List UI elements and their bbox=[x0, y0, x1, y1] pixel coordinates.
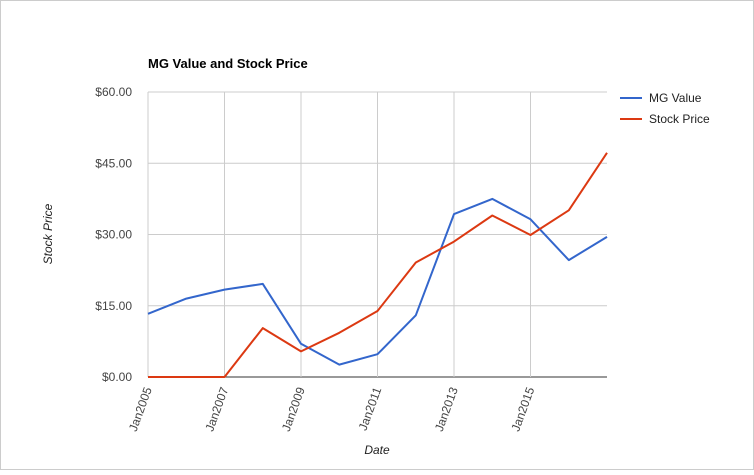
y-tick-label: $60.00 bbox=[95, 85, 132, 99]
chart-title: MG Value and Stock Price bbox=[148, 56, 308, 71]
legend-label-stock-price: Stock Price bbox=[649, 112, 710, 126]
y-axis-ticks: $0.00 $15.00 $30.00 $45.00 $60.00 bbox=[95, 85, 132, 384]
legend: MG Value Stock Price bbox=[620, 91, 710, 126]
series-lines bbox=[147, 152, 608, 378]
y-tick-label: $15.00 bbox=[95, 299, 132, 313]
series-line-mg-value bbox=[147, 197, 608, 366]
y-axis-label: Stock Price bbox=[41, 203, 55, 264]
x-axis-label: Date bbox=[364, 443, 390, 457]
series-line-stock-price bbox=[148, 152, 608, 378]
y-tick-label: $0.00 bbox=[102, 370, 132, 384]
y-tick-label: $30.00 bbox=[95, 228, 132, 242]
legend-label-mg-value: MG Value bbox=[649, 91, 702, 105]
y-tick-label: $45.00 bbox=[95, 156, 132, 170]
